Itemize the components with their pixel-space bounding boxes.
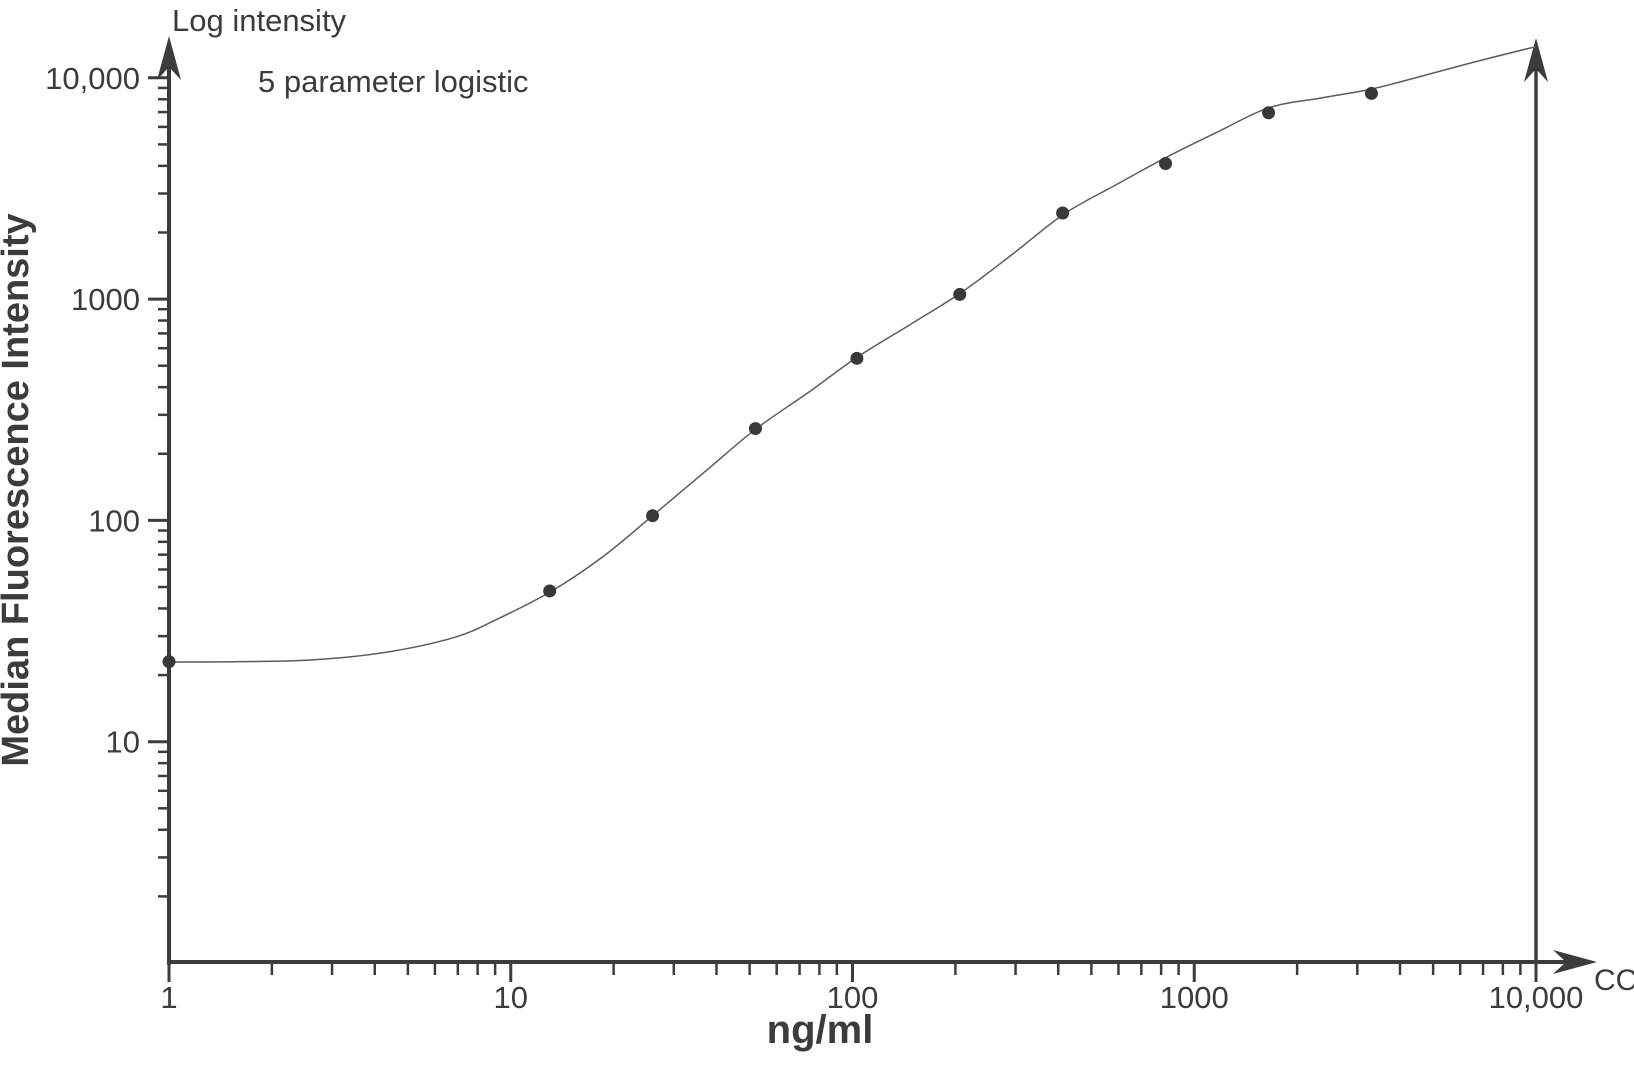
data-point xyxy=(162,655,176,669)
fit-curve-layer xyxy=(168,46,1537,663)
data-point xyxy=(748,422,762,436)
x-tick-label: 10,000 xyxy=(1489,980,1584,1015)
y-tick-label: 10,000 xyxy=(45,61,140,96)
logistic-fit-curve xyxy=(168,46,1537,663)
data-point xyxy=(1159,156,1173,170)
data-point xyxy=(850,351,864,365)
data-point xyxy=(953,287,967,301)
ticks-layer xyxy=(148,76,1538,982)
right-axis-arrowhead xyxy=(1524,38,1548,82)
y-axis-arrowhead xyxy=(157,36,181,80)
x-tick-label: 1000 xyxy=(1160,980,1229,1015)
x-axis-arrowhead xyxy=(1553,950,1597,974)
axes-layer xyxy=(157,36,1597,974)
right-axis-label: CC xyxy=(1594,964,1634,997)
data-point xyxy=(1056,206,1070,220)
x-tick-label: 10 xyxy=(494,980,528,1015)
y-axis-title: Median Fluorescence Intensity xyxy=(0,213,37,766)
x-tick-label: 1 xyxy=(160,980,177,1015)
y-axis-top-label: Log intensity xyxy=(172,3,347,38)
y-tick-label: 10 xyxy=(106,725,140,760)
y-tick-label: 100 xyxy=(88,503,140,538)
data-point xyxy=(646,509,660,523)
x-tick-label: 100 xyxy=(827,980,879,1015)
curve-fit-annotation: 5 parameter logistic xyxy=(258,64,529,99)
data-point xyxy=(1364,86,1378,100)
y-tick-label: 1000 xyxy=(71,282,140,317)
data-point xyxy=(1262,106,1276,120)
data-points-layer xyxy=(162,86,1378,669)
tick-labels-layer: 1 10 100 1000 10,000 10 100 1000 10,000 xyxy=(45,61,1583,1015)
data-point xyxy=(543,584,557,598)
x-axis-title: ng/ml xyxy=(767,1008,874,1052)
